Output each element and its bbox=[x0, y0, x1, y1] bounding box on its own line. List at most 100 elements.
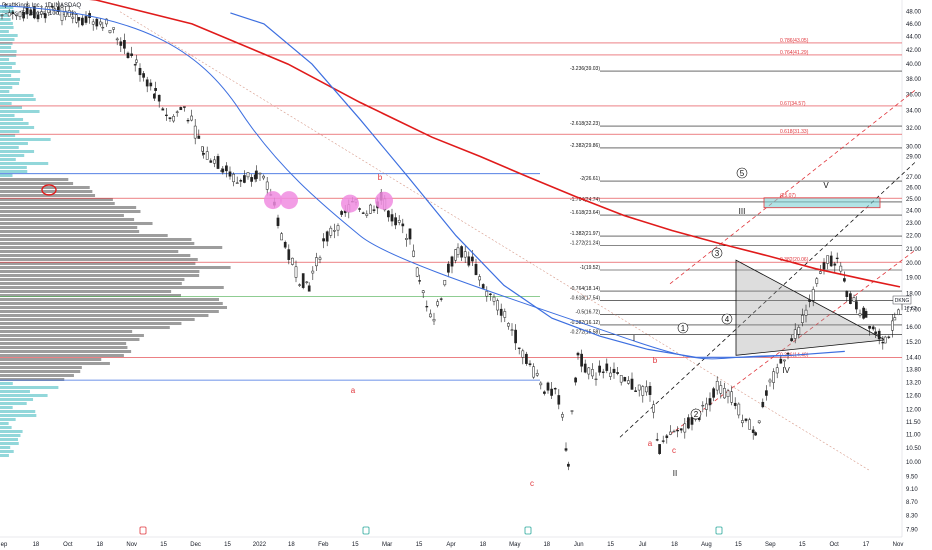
candle-body bbox=[843, 278, 846, 282]
price-tick-label: 7.90 bbox=[906, 528, 918, 534]
volume-profile-bar bbox=[0, 454, 9, 457]
candle-body bbox=[287, 249, 291, 260]
candle-body bbox=[783, 359, 786, 362]
candle-body bbox=[619, 375, 623, 383]
volume-profile-bar bbox=[0, 422, 9, 425]
candle-body bbox=[145, 79, 149, 87]
volume-profile-bar bbox=[0, 50, 17, 53]
volume-profile-bar bbox=[0, 6, 14, 9]
candle-body bbox=[835, 257, 839, 260]
volume-profile-bar bbox=[0, 138, 51, 141]
time-tick-label: Nov bbox=[126, 542, 137, 548]
candle-body bbox=[60, 7, 64, 21]
candle-body bbox=[641, 386, 645, 396]
candle-body bbox=[550, 388, 553, 396]
volume-profile-bar bbox=[0, 418, 16, 421]
price-tick-label: 17.00 bbox=[906, 308, 922, 314]
candle-body bbox=[418, 280, 421, 282]
wave-circle bbox=[721, 313, 733, 325]
fib-level-label: 0.67(34.57) bbox=[780, 101, 806, 107]
candle-body bbox=[179, 107, 183, 111]
candle-body bbox=[708, 398, 712, 406]
candle-body bbox=[808, 299, 811, 302]
candle-body bbox=[539, 382, 543, 386]
volume-profile-bar bbox=[0, 174, 13, 177]
candle-body bbox=[623, 377, 627, 382]
volume-profile-bar bbox=[0, 390, 30, 393]
volume-profile-bar bbox=[0, 210, 141, 213]
candle-body bbox=[815, 278, 819, 284]
price-tag-value: 17.63 bbox=[904, 306, 917, 312]
volume-profile-bar bbox=[0, 398, 34, 401]
candle-body bbox=[775, 367, 779, 374]
candle-body bbox=[436, 301, 439, 306]
candle-body bbox=[36, 14, 40, 20]
volume-profile-bar bbox=[0, 90, 10, 93]
candle-body bbox=[648, 385, 652, 395]
fib-level-label: (25.07) bbox=[780, 193, 796, 199]
volume-profile-bar bbox=[0, 414, 37, 417]
price-tick-label: 36.00 bbox=[906, 92, 922, 98]
candle-body bbox=[186, 119, 190, 122]
fib-level-label: -2.382(29.86) bbox=[570, 143, 600, 149]
candle-body bbox=[157, 94, 161, 102]
candle-body bbox=[616, 372, 619, 374]
candle-body bbox=[126, 52, 130, 59]
price-tick-label: 8.30 bbox=[906, 513, 918, 519]
candle-body bbox=[726, 390, 730, 397]
candle-body bbox=[463, 251, 467, 258]
volume-profile-bar bbox=[0, 314, 209, 317]
volume-profile-bar bbox=[0, 406, 13, 409]
candle-body bbox=[849, 293, 852, 304]
candle-body bbox=[294, 266, 298, 278]
candle-body bbox=[258, 172, 262, 175]
volume-profile-bar bbox=[0, 286, 224, 289]
wave-label: 2 bbox=[694, 410, 699, 419]
volume-profile-bar bbox=[0, 22, 13, 25]
wave-label: 1 bbox=[681, 324, 686, 333]
candle-body bbox=[99, 21, 102, 25]
price-tick-label: 8.70 bbox=[906, 500, 918, 506]
time-tick-label: 2022 bbox=[253, 542, 267, 548]
candle-body bbox=[311, 270, 315, 274]
candle-body bbox=[499, 308, 503, 316]
fib-level-label: 0.786(43.05) bbox=[780, 38, 809, 44]
candle-body bbox=[535, 373, 539, 376]
volume-profile-bar bbox=[0, 62, 16, 65]
candle-body bbox=[609, 372, 612, 377]
time-tick-label: Apr bbox=[446, 542, 455, 548]
candle-body bbox=[471, 256, 474, 262]
candle-body bbox=[676, 429, 679, 432]
candle-body bbox=[7, 12, 11, 17]
candle-body bbox=[71, 16, 75, 19]
time-tick-label: Aug bbox=[701, 542, 712, 548]
candle-body bbox=[779, 358, 783, 364]
price-tick-label: 40.00 bbox=[906, 62, 922, 68]
candle-body bbox=[84, 16, 88, 23]
candle-body bbox=[874, 331, 877, 334]
time-tick-label: Sep bbox=[765, 542, 776, 548]
price-tick-label: 29.00 bbox=[906, 154, 922, 160]
candle-body bbox=[594, 378, 598, 381]
candle-body bbox=[672, 430, 676, 433]
candle-body bbox=[235, 182, 239, 184]
time-tick-label: Nov bbox=[893, 542, 904, 548]
time-tick-label: 15 bbox=[607, 542, 614, 548]
candle-body bbox=[891, 320, 894, 331]
volume-profile-bar bbox=[0, 334, 144, 337]
volume-profile-bar bbox=[0, 54, 17, 57]
volume-profile-bar bbox=[0, 278, 185, 281]
price-tick-label: 18.00 bbox=[906, 291, 922, 297]
volume-profile-bar bbox=[0, 450, 14, 453]
candle-body bbox=[833, 263, 837, 266]
candle-body bbox=[546, 382, 550, 391]
volume-profile-bar bbox=[0, 274, 200, 277]
candle-body bbox=[172, 116, 175, 122]
candle-body bbox=[772, 371, 775, 383]
volume-profile-bar bbox=[0, 106, 23, 109]
volume-profile-bar bbox=[0, 410, 36, 413]
candle-body bbox=[51, 5, 54, 8]
time-tick-label: Oct bbox=[829, 542, 839, 548]
candle-body bbox=[421, 290, 425, 293]
